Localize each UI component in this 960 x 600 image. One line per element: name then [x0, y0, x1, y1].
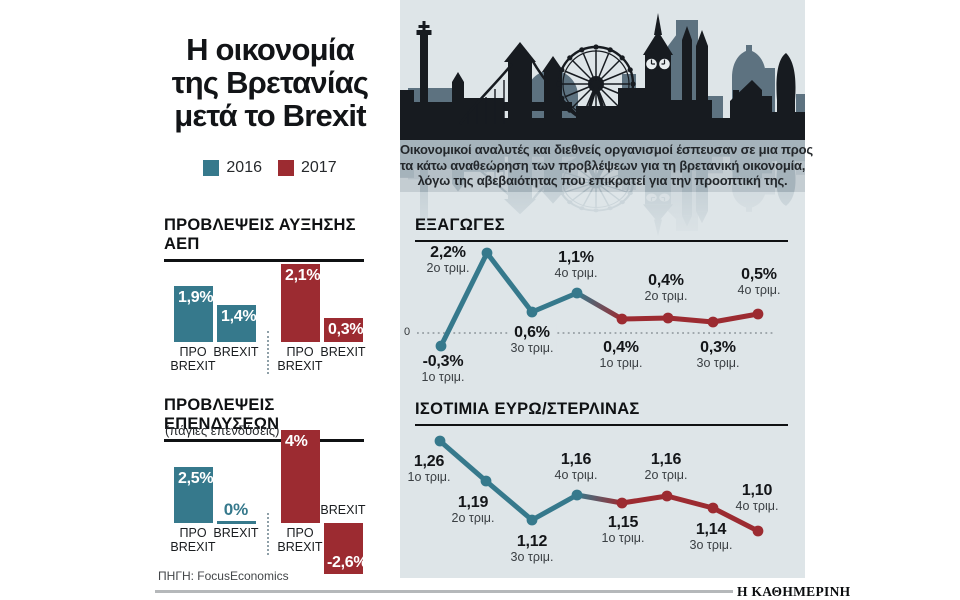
gdp-xlabel: ΠΡΟ BREXIT	[170, 345, 216, 373]
gdp-section-heading: ΠΡΟΒΛΕΨΕΙΣ ΑΥΞΗΣΗΣ ΑΕΠ	[164, 216, 364, 262]
gdp-bar-pre-2017: 2,1%	[281, 264, 321, 342]
bar-value: 2,1%	[285, 267, 321, 284]
bar-value: 1,4%	[221, 308, 257, 325]
brand-logo: Η ΚΑΘΗΜΕΡΙΝΗ	[737, 584, 851, 599]
investment-subtitle: (πάγιες επενδύσεις)	[165, 423, 280, 438]
inv-xlabel: ΠΡΟ BREXIT	[170, 526, 216, 554]
gdp-xlabel: BREXIT	[213, 345, 259, 359]
title-line: μετά το Brexit	[174, 98, 366, 133]
gdp-bar-post-2016: 1,4%	[217, 305, 257, 342]
exchange-point-label: 1,12 3ο τριμ.	[510, 533, 554, 564]
exports-point-label: 0,6% 3ο τριμ.	[507, 324, 557, 355]
gdp-xlabel: BREXIT	[320, 345, 366, 359]
inv-zero-baseline	[217, 521, 256, 524]
exchange-2017-line	[619, 493, 761, 534]
intro-band	[400, 140, 805, 192]
legend-label-2017: 2017	[301, 159, 337, 176]
exchange-point-label: 1,15 1ο τριμ.	[601, 514, 645, 545]
bar-value: -2,6%	[327, 554, 368, 571]
intro-paragraph: Οικονομικοί αναλυτές και διεθνείς οργανι…	[400, 142, 813, 189]
exports-point-label: 0,5% 4ο τριμ.	[737, 266, 781, 297]
inv-xlabel: BREXIT	[213, 526, 259, 540]
gdp-bar-post-2017: 0,3%	[324, 318, 364, 342]
title-line: Η οικονομία	[186, 32, 355, 67]
page-title: Η οικονομία της Βρετανίας μετά το Brexit	[148, 33, 392, 132]
bar-value: 2,5%	[178, 470, 214, 487]
exchange-point-label: 1,19 2ο τριμ.	[451, 494, 495, 525]
gdp-xlabel: ΠΡΟ BREXIT	[277, 345, 323, 373]
exports-line-chart	[417, 247, 775, 352]
exchange-2017-markers	[616, 490, 764, 537]
exchange-transition-line	[574, 492, 625, 506]
gdp-group-divider	[267, 331, 269, 374]
exports-point-label: 0,4% 2ο τριμ.	[644, 272, 688, 303]
london-skyline-illustration	[400, 13, 805, 140]
bar-value: 4%	[285, 433, 308, 450]
exchange-chart-heading: ΙΣΟΤΙΜΙΑ ΕΥΡΩ/ΣΤΕΡΛΙΝΑΣ	[415, 400, 788, 426]
exchange-2016-markers	[434, 435, 583, 526]
exports-2016-line	[438, 250, 580, 349]
inv-bar-post-2017-negative: -2,6%	[324, 523, 368, 574]
legend-label-2016: 2016	[226, 159, 262, 176]
exchange-point-label: 1,14 3ο τριμ.	[689, 521, 733, 552]
exports-point-label: 2,2% 2ο τριμ.	[426, 244, 470, 275]
exchange-2016-line	[437, 438, 580, 523]
legend-item-2017: 2017	[278, 159, 337, 177]
exports-zero-tick: 0	[404, 326, 411, 338]
investment-section-heading: ΠΡΟΒΛΕΨΕΙΣ ΕΠΕΝΔΥΣΕΩΝ	[164, 396, 364, 442]
intro-line: τα κάτω αναθεώρηση των προβλέψεων για τη…	[400, 157, 806, 173]
exchange-point-label: 1,26 1ο τριμ.	[407, 453, 451, 484]
exchange-line-chart	[434, 435, 764, 537]
exports-point-label: 0,3% 3ο τριμ.	[696, 339, 740, 370]
exports-point-label: -0,3% 1ο τριμ.	[421, 353, 465, 384]
legend-swatch-2016	[203, 160, 220, 176]
source-note: ΠΗΓΗ: FocusEconomics	[158, 569, 289, 583]
exchange-point-label: 1,16 4ο τριμ.	[554, 451, 598, 482]
exports-point-label: 0,4% 1ο τριμ.	[599, 339, 643, 370]
exports-chart-heading: ΕΞΑΓΩΓΕΣ	[415, 216, 788, 242]
exports-transition-line	[574, 290, 625, 322]
inv-group-divider	[267, 513, 269, 555]
inv-bar-pre-2017: 4%	[281, 430, 320, 523]
inv-bar-pre-2016: 2,5%	[174, 467, 214, 523]
legend: 2016 2017	[150, 159, 390, 177]
inv-xlabel: ΠΡΟ BREXIT	[277, 526, 323, 554]
exchange-point-label: 1,10 4ο τριμ.	[735, 482, 779, 513]
bar-value: 0,3%	[328, 321, 364, 338]
intro-line: Οικονομικοί αναλυτές και διεθνείς οργανι…	[400, 142, 813, 157]
exports-point-label: 1,1% 4ο τριμ.	[554, 249, 598, 280]
bar-value: 1,9%	[178, 289, 214, 306]
legend-swatch-2017	[278, 160, 294, 176]
exchange-point-label: 1,16 2ο τριμ.	[644, 451, 688, 482]
inv-zero-value: 0%	[223, 500, 249, 519]
legend-item-2016: 2016	[203, 159, 262, 177]
inv-neg-bar-label: BREXIT	[320, 503, 366, 517]
intro-line: λόγω της αβεβαιότητας που επικρατεί για …	[417, 173, 788, 188]
gdp-bar-pre-2016: 1,9%	[174, 286, 214, 342]
reflection-fade	[400, 192, 805, 248]
exports-2017-markers	[616, 308, 764, 328]
exports-2017-line	[619, 311, 761, 325]
title-line: της Βρετανίας	[171, 65, 369, 100]
exports-2016-markers	[435, 247, 583, 352]
footer-rule	[155, 590, 733, 593]
